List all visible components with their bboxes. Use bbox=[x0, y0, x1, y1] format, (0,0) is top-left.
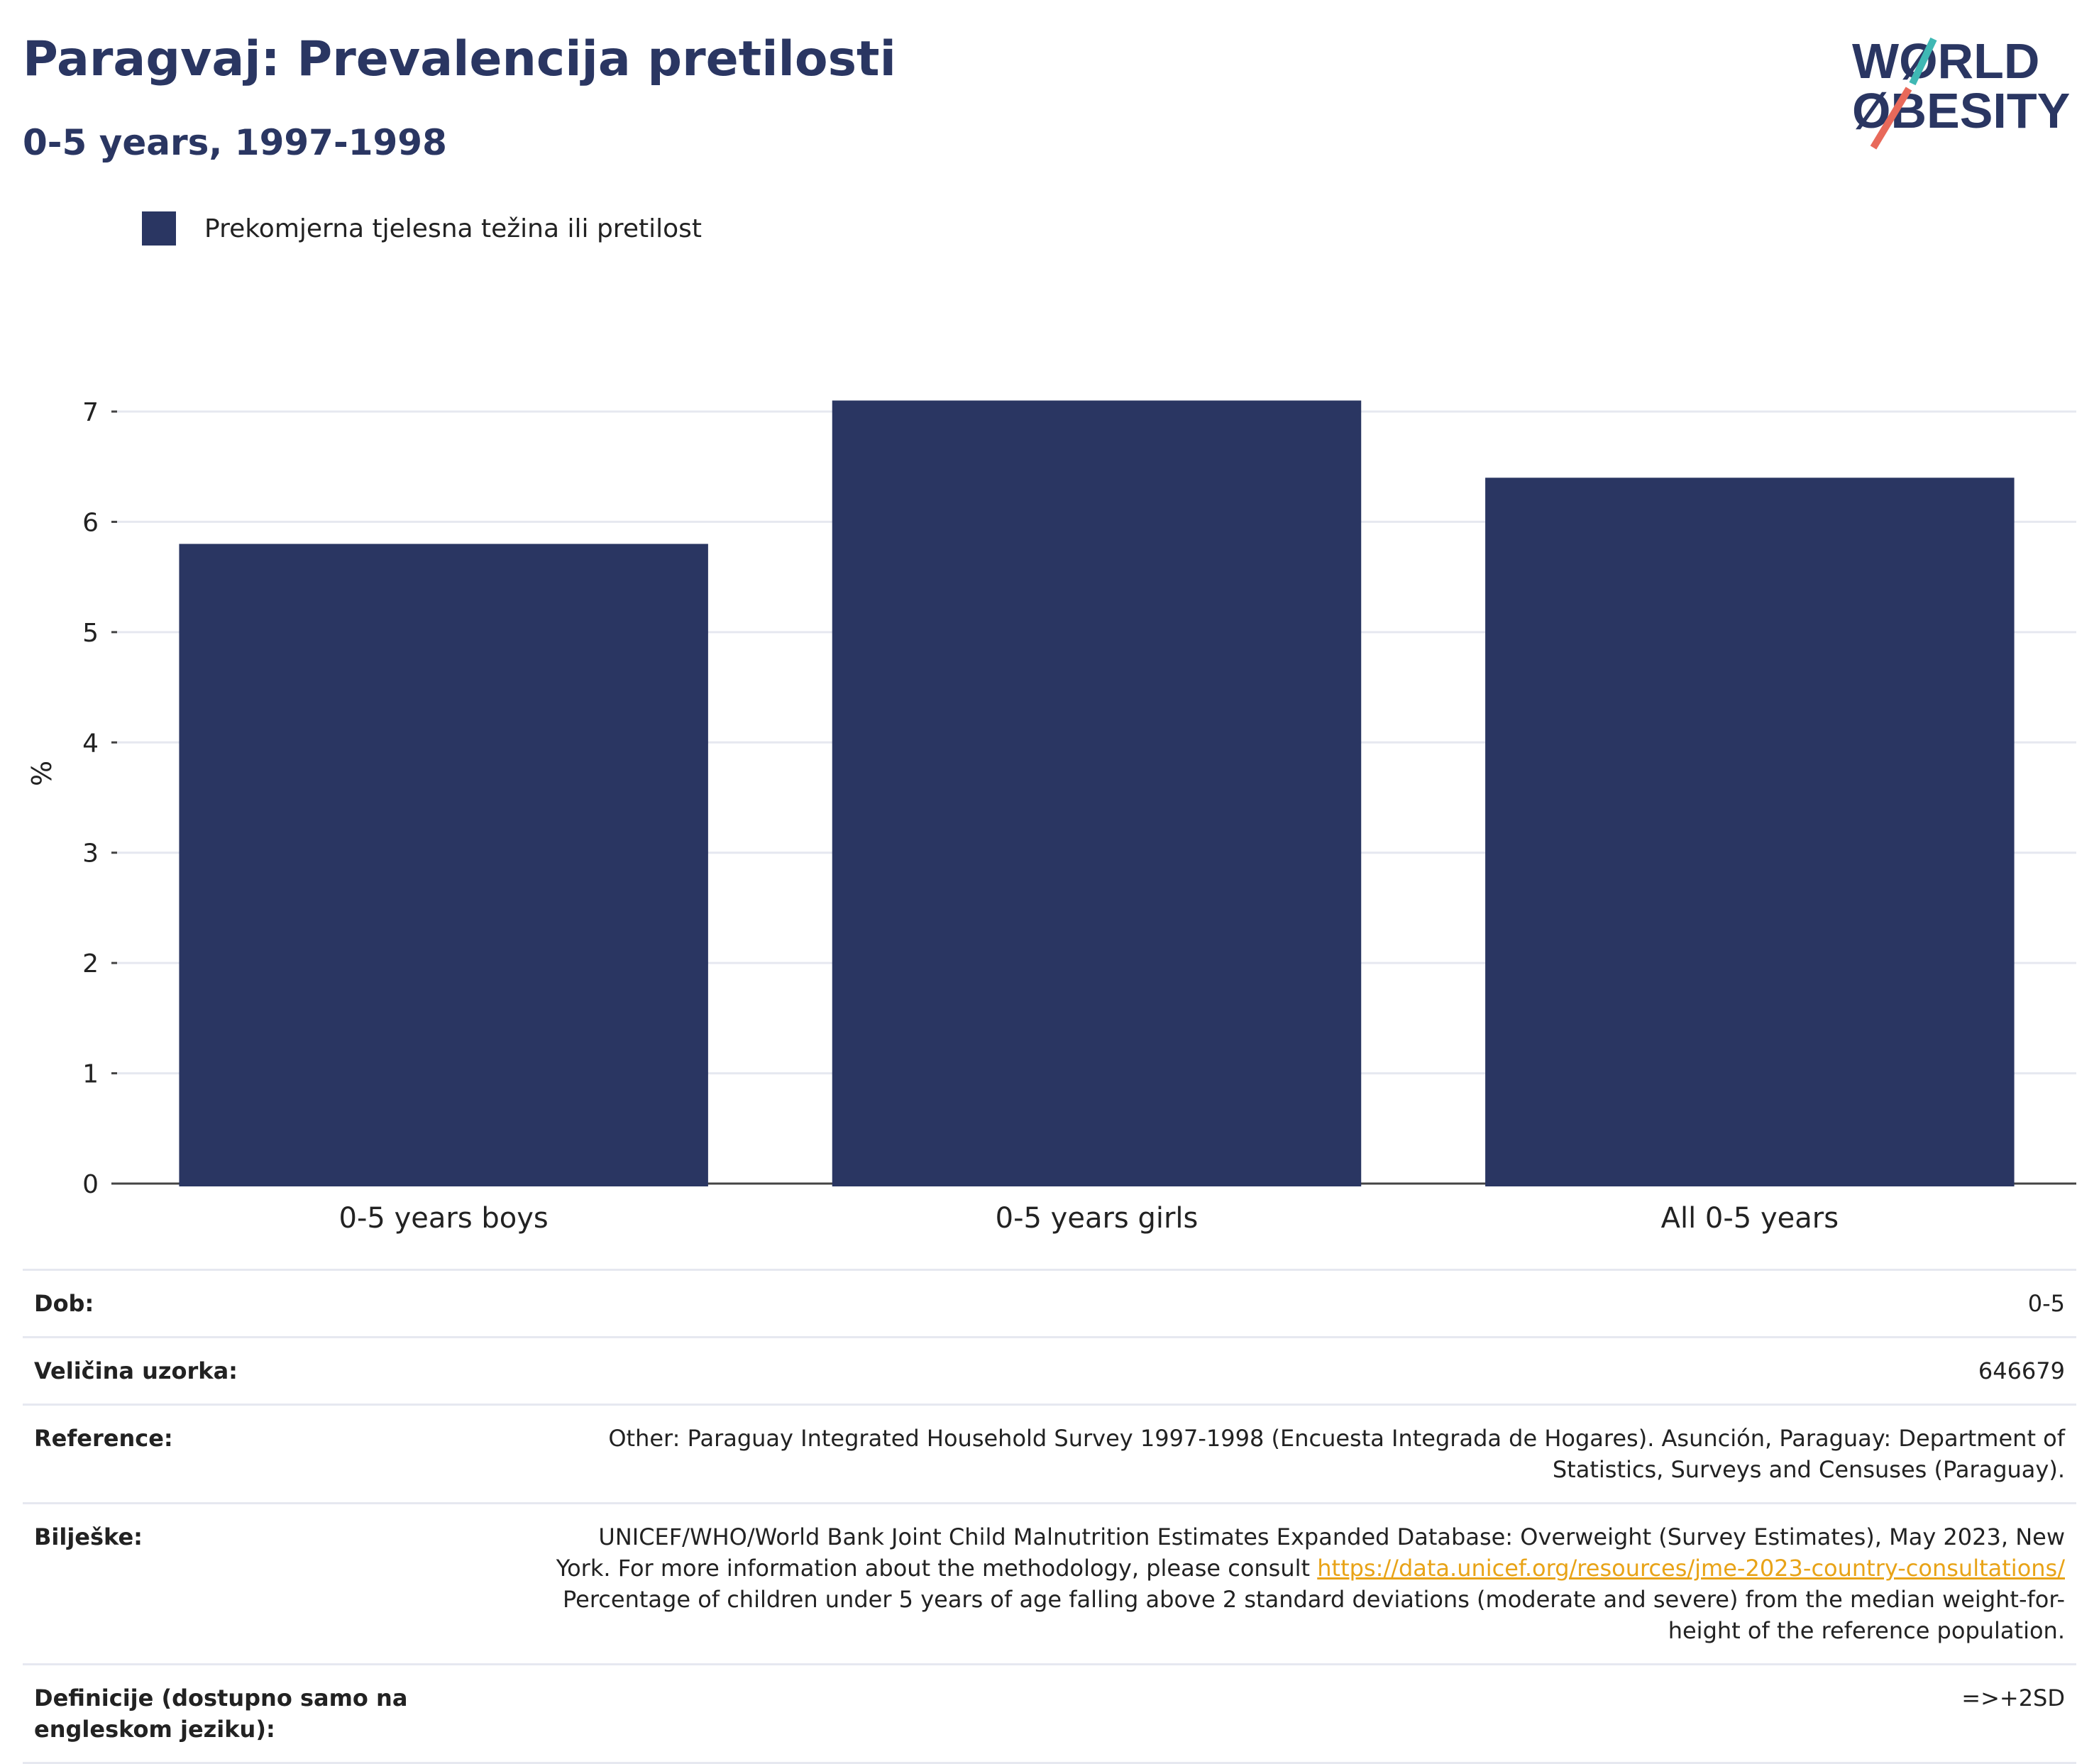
y-tick-label: 5 bbox=[82, 619, 99, 648]
bar-2[interactable] bbox=[832, 400, 1362, 1186]
info-label-reference: Reference: bbox=[34, 1425, 173, 1452]
info-table: Dob: 0-5 Veličina uzorka: 646679 Referen… bbox=[23, 1269, 2076, 1764]
info-label-age: Dob: bbox=[34, 1290, 94, 1317]
world-obesity-logo: WØRLD ØBESITY bbox=[1852, 33, 2070, 150]
info-label-sample: Veličina uzorka: bbox=[34, 1357, 238, 1384]
info-row-notes: Bilješke: UNICEF/WHO/World Bank Joint Ch… bbox=[23, 1502, 2076, 1663]
notes-text-2: Percentage of children under 5 years of … bbox=[563, 1586, 2065, 1644]
legend[interactable]: Prekomjerna tjelesna težina ili pretilos… bbox=[142, 211, 702, 246]
bar-chart: 0 1 2 3 4 5 6 7 0-5 years boys 0-5 years girls Al… bbox=[26, 398, 2076, 1235]
info-value-age: 0-5 bbox=[2027, 1290, 2065, 1317]
info-row-definitions: Definicije (dostupno samo na engleskom j… bbox=[23, 1663, 2076, 1764]
y-tick-label: 3 bbox=[82, 839, 99, 869]
y-tick-label: 1 bbox=[82, 1060, 99, 1089]
info-label-notes: Bilješke: bbox=[34, 1523, 143, 1550]
info-label-definitions: Definicije (dostupno samo na engleskom j… bbox=[34, 1685, 408, 1743]
bar-1[interactable] bbox=[179, 544, 708, 1186]
x-tick-label: 0-5 years boys bbox=[339, 1202, 549, 1235]
y-tick-label: 7 bbox=[82, 398, 99, 427]
notes-link[interactable]: https://data.unicef.org/resources/jme-20… bbox=[1317, 1555, 2065, 1582]
y-tick-label: 0 bbox=[82, 1170, 99, 1199]
notes-text-1: UNICEF/WHO/World Bank Joint Child Malnut… bbox=[556, 1523, 2065, 1582]
y-tick-label: 2 bbox=[82, 949, 99, 979]
y-tick-label: 6 bbox=[82, 508, 99, 537]
legend-label: Prekomjerna tjelesna težina ili pretilos… bbox=[204, 214, 702, 243]
legend-swatch bbox=[142, 211, 176, 246]
info-row-sample: Veličina uzorka: 646679 bbox=[23, 1336, 2076, 1404]
logo-line1: WØRLD bbox=[1852, 33, 2039, 89]
info-value-reference: Other: Paraguay Integrated Household Sur… bbox=[608, 1425, 2065, 1483]
y-axis-label: % bbox=[26, 761, 57, 786]
info-row-age: Dob: 0-5 bbox=[23, 1269, 2076, 1336]
info-value-definitions: =>+2SD bbox=[1961, 1685, 2065, 1711]
y-tick-label: 4 bbox=[82, 729, 99, 758]
x-tick-label: 0-5 years girls bbox=[996, 1202, 1199, 1235]
bar-3[interactable] bbox=[1485, 478, 2015, 1186]
chart-title: Paragvaj: Prevalencija pretilosti bbox=[23, 31, 896, 87]
chart-subtitle: 0-5 years, 1997-1998 bbox=[23, 122, 447, 163]
info-value-notes: UNICEF/WHO/World Bank Joint Child Malnut… bbox=[553, 1521, 2065, 1646]
info-row-reference: Reference: Other: Paraguay Integrated Ho… bbox=[23, 1404, 2076, 1502]
info-value-sample: 646679 bbox=[1978, 1357, 2065, 1384]
x-tick-label: All 0-5 years bbox=[1661, 1202, 1839, 1235]
